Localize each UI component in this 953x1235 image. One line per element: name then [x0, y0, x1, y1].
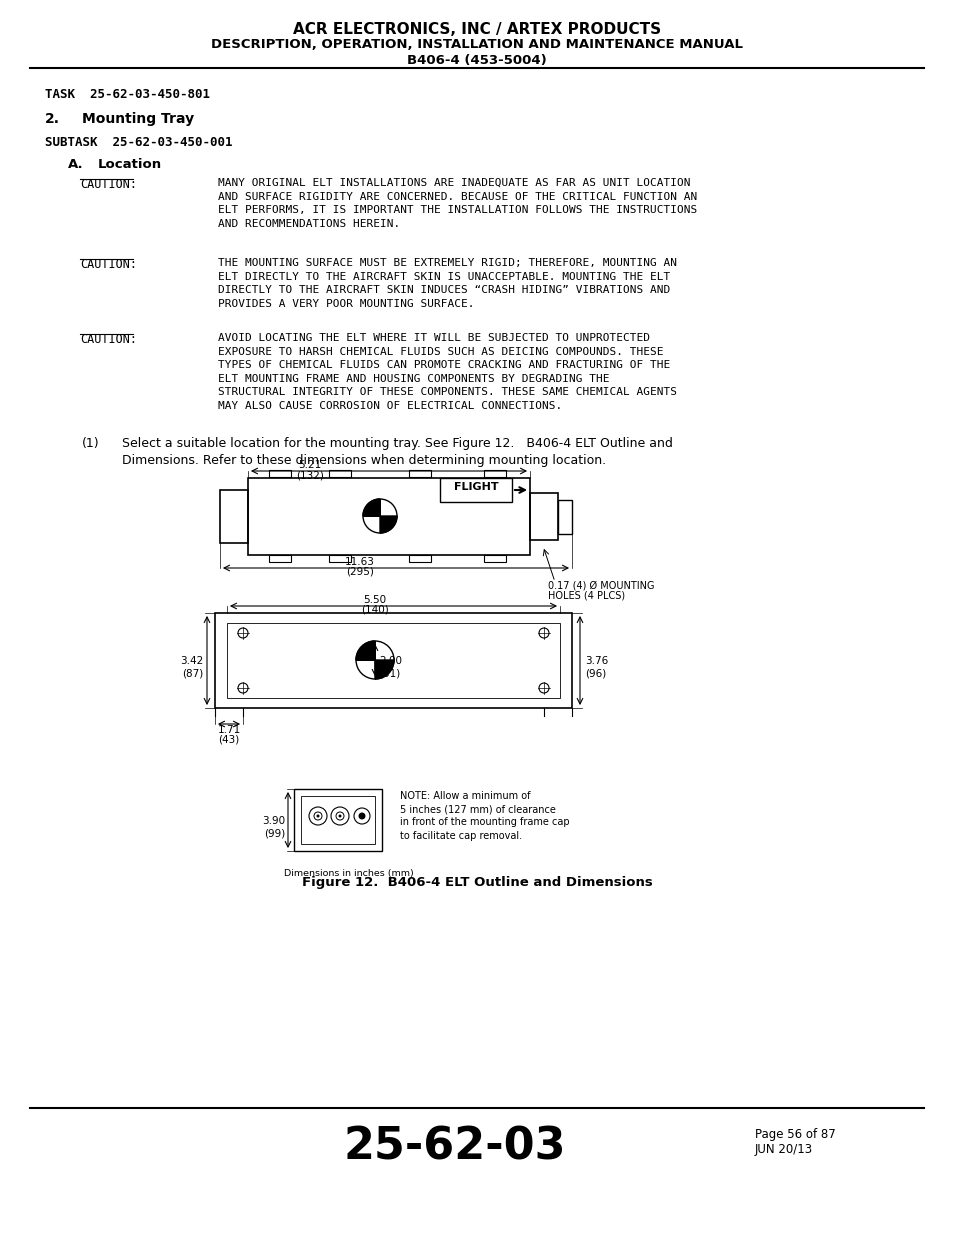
Text: Location: Location: [98, 158, 162, 170]
Text: A.: A.: [68, 158, 84, 170]
Bar: [227, 622, 559, 698]
Text: CAUTION:: CAUTION:: [80, 258, 137, 270]
Text: CAUTION:: CAUTION:: [80, 333, 137, 346]
Text: 3.76: 3.76: [584, 656, 608, 666]
Bar: [409, 471, 431, 477]
Bar: [558, 500, 572, 534]
Text: ACR ELECTRONICS, INC / ARTEX PRODUCTS: ACR ELECTRONICS, INC / ARTEX PRODUCTS: [293, 22, 660, 37]
Bar: [329, 555, 351, 562]
Text: (140): (140): [361, 605, 389, 615]
Text: Page 56 of 87: Page 56 of 87: [754, 1128, 835, 1141]
Bar: [301, 797, 375, 844]
Bar: [248, 478, 530, 555]
Text: (96): (96): [584, 668, 605, 678]
Text: B406-4 (453-5004): B406-4 (453-5004): [407, 54, 546, 67]
Bar: [329, 471, 351, 477]
Text: DESCRIPTION, OPERATION, INSTALLATION AND MAINTENANCE MANUAL: DESCRIPTION, OPERATION, INSTALLATION AND…: [211, 38, 742, 51]
Bar: [439, 478, 512, 501]
Text: FLIGHT: FLIGHT: [454, 482, 497, 492]
Text: (295): (295): [346, 567, 374, 577]
Text: 2.00: 2.00: [378, 656, 401, 666]
Bar: [483, 471, 505, 477]
Bar: [483, 555, 505, 562]
Bar: [269, 555, 291, 562]
Text: 25-62-03: 25-62-03: [343, 1125, 566, 1168]
Text: THE MOUNTING SURFACE MUST BE EXTREMELY RIGID; THEREFORE, MOUNTING AN
ELT DIRECTL: THE MOUNTING SURFACE MUST BE EXTREMELY R…: [218, 258, 677, 309]
Text: 1.71: 1.71: [217, 725, 240, 735]
Circle shape: [316, 815, 319, 818]
Text: 3.90: 3.90: [262, 816, 285, 826]
Text: Mounting Tray: Mounting Tray: [82, 112, 193, 126]
Text: 0.17 (4) Ø MOUNTING: 0.17 (4) Ø MOUNTING: [547, 580, 654, 590]
Polygon shape: [379, 516, 396, 534]
Text: (132): (132): [295, 471, 324, 480]
Text: HOLES (4 PLCS): HOLES (4 PLCS): [547, 592, 624, 601]
Text: (43): (43): [218, 735, 239, 745]
Text: 5.50: 5.50: [363, 595, 386, 605]
Text: (99): (99): [263, 827, 285, 839]
Text: AVOID LOCATING THE ELT WHERE IT WILL BE SUBJECTED TO UNPROTECTED
EXPOSURE TO HAR: AVOID LOCATING THE ELT WHERE IT WILL BE …: [218, 333, 677, 411]
Polygon shape: [355, 641, 375, 659]
Text: 3.42: 3.42: [179, 656, 203, 666]
Text: JUN 20/13: JUN 20/13: [754, 1144, 812, 1156]
Text: Select a suitable location for the mounting tray. See Figure 12.   B406-4 ELT Ou: Select a suitable location for the mount…: [122, 437, 672, 467]
Circle shape: [338, 815, 341, 818]
Bar: [530, 493, 558, 540]
Text: (51): (51): [378, 668, 400, 678]
Bar: [409, 555, 431, 562]
Polygon shape: [375, 659, 394, 679]
Bar: [294, 789, 381, 851]
Bar: [220, 490, 248, 543]
Text: TASK  25-62-03-450-801: TASK 25-62-03-450-801: [45, 88, 210, 101]
Text: 11.63: 11.63: [345, 557, 375, 567]
Text: SUBTASK  25-62-03-450-001: SUBTASK 25-62-03-450-001: [45, 136, 233, 149]
Polygon shape: [363, 499, 379, 516]
Circle shape: [354, 808, 370, 824]
Text: 2.: 2.: [45, 112, 60, 126]
Text: 5.21: 5.21: [298, 459, 321, 471]
Text: MANY ORIGINAL ELT INSTALLATIONS ARE INADEQUATE AS FAR AS UNIT LOCATION
AND SURFA: MANY ORIGINAL ELT INSTALLATIONS ARE INAD…: [218, 178, 697, 228]
Text: (87): (87): [182, 668, 203, 678]
Circle shape: [358, 813, 365, 820]
Text: CAUTION:: CAUTION:: [80, 178, 137, 191]
Text: Figure 12.  B406-4 ELT Outline and Dimensions: Figure 12. B406-4 ELT Outline and Dimens…: [301, 876, 652, 889]
Text: (1): (1): [82, 437, 99, 450]
Circle shape: [331, 806, 349, 825]
Bar: [269, 471, 291, 477]
Bar: [214, 613, 572, 708]
Circle shape: [309, 806, 327, 825]
Text: NOTE: Allow a minimum of
5 inches (127 mm) of clearance
in front of the mounting: NOTE: Allow a minimum of 5 inches (127 m…: [399, 790, 569, 841]
Text: Dimensions in inches (mm): Dimensions in inches (mm): [284, 869, 414, 878]
